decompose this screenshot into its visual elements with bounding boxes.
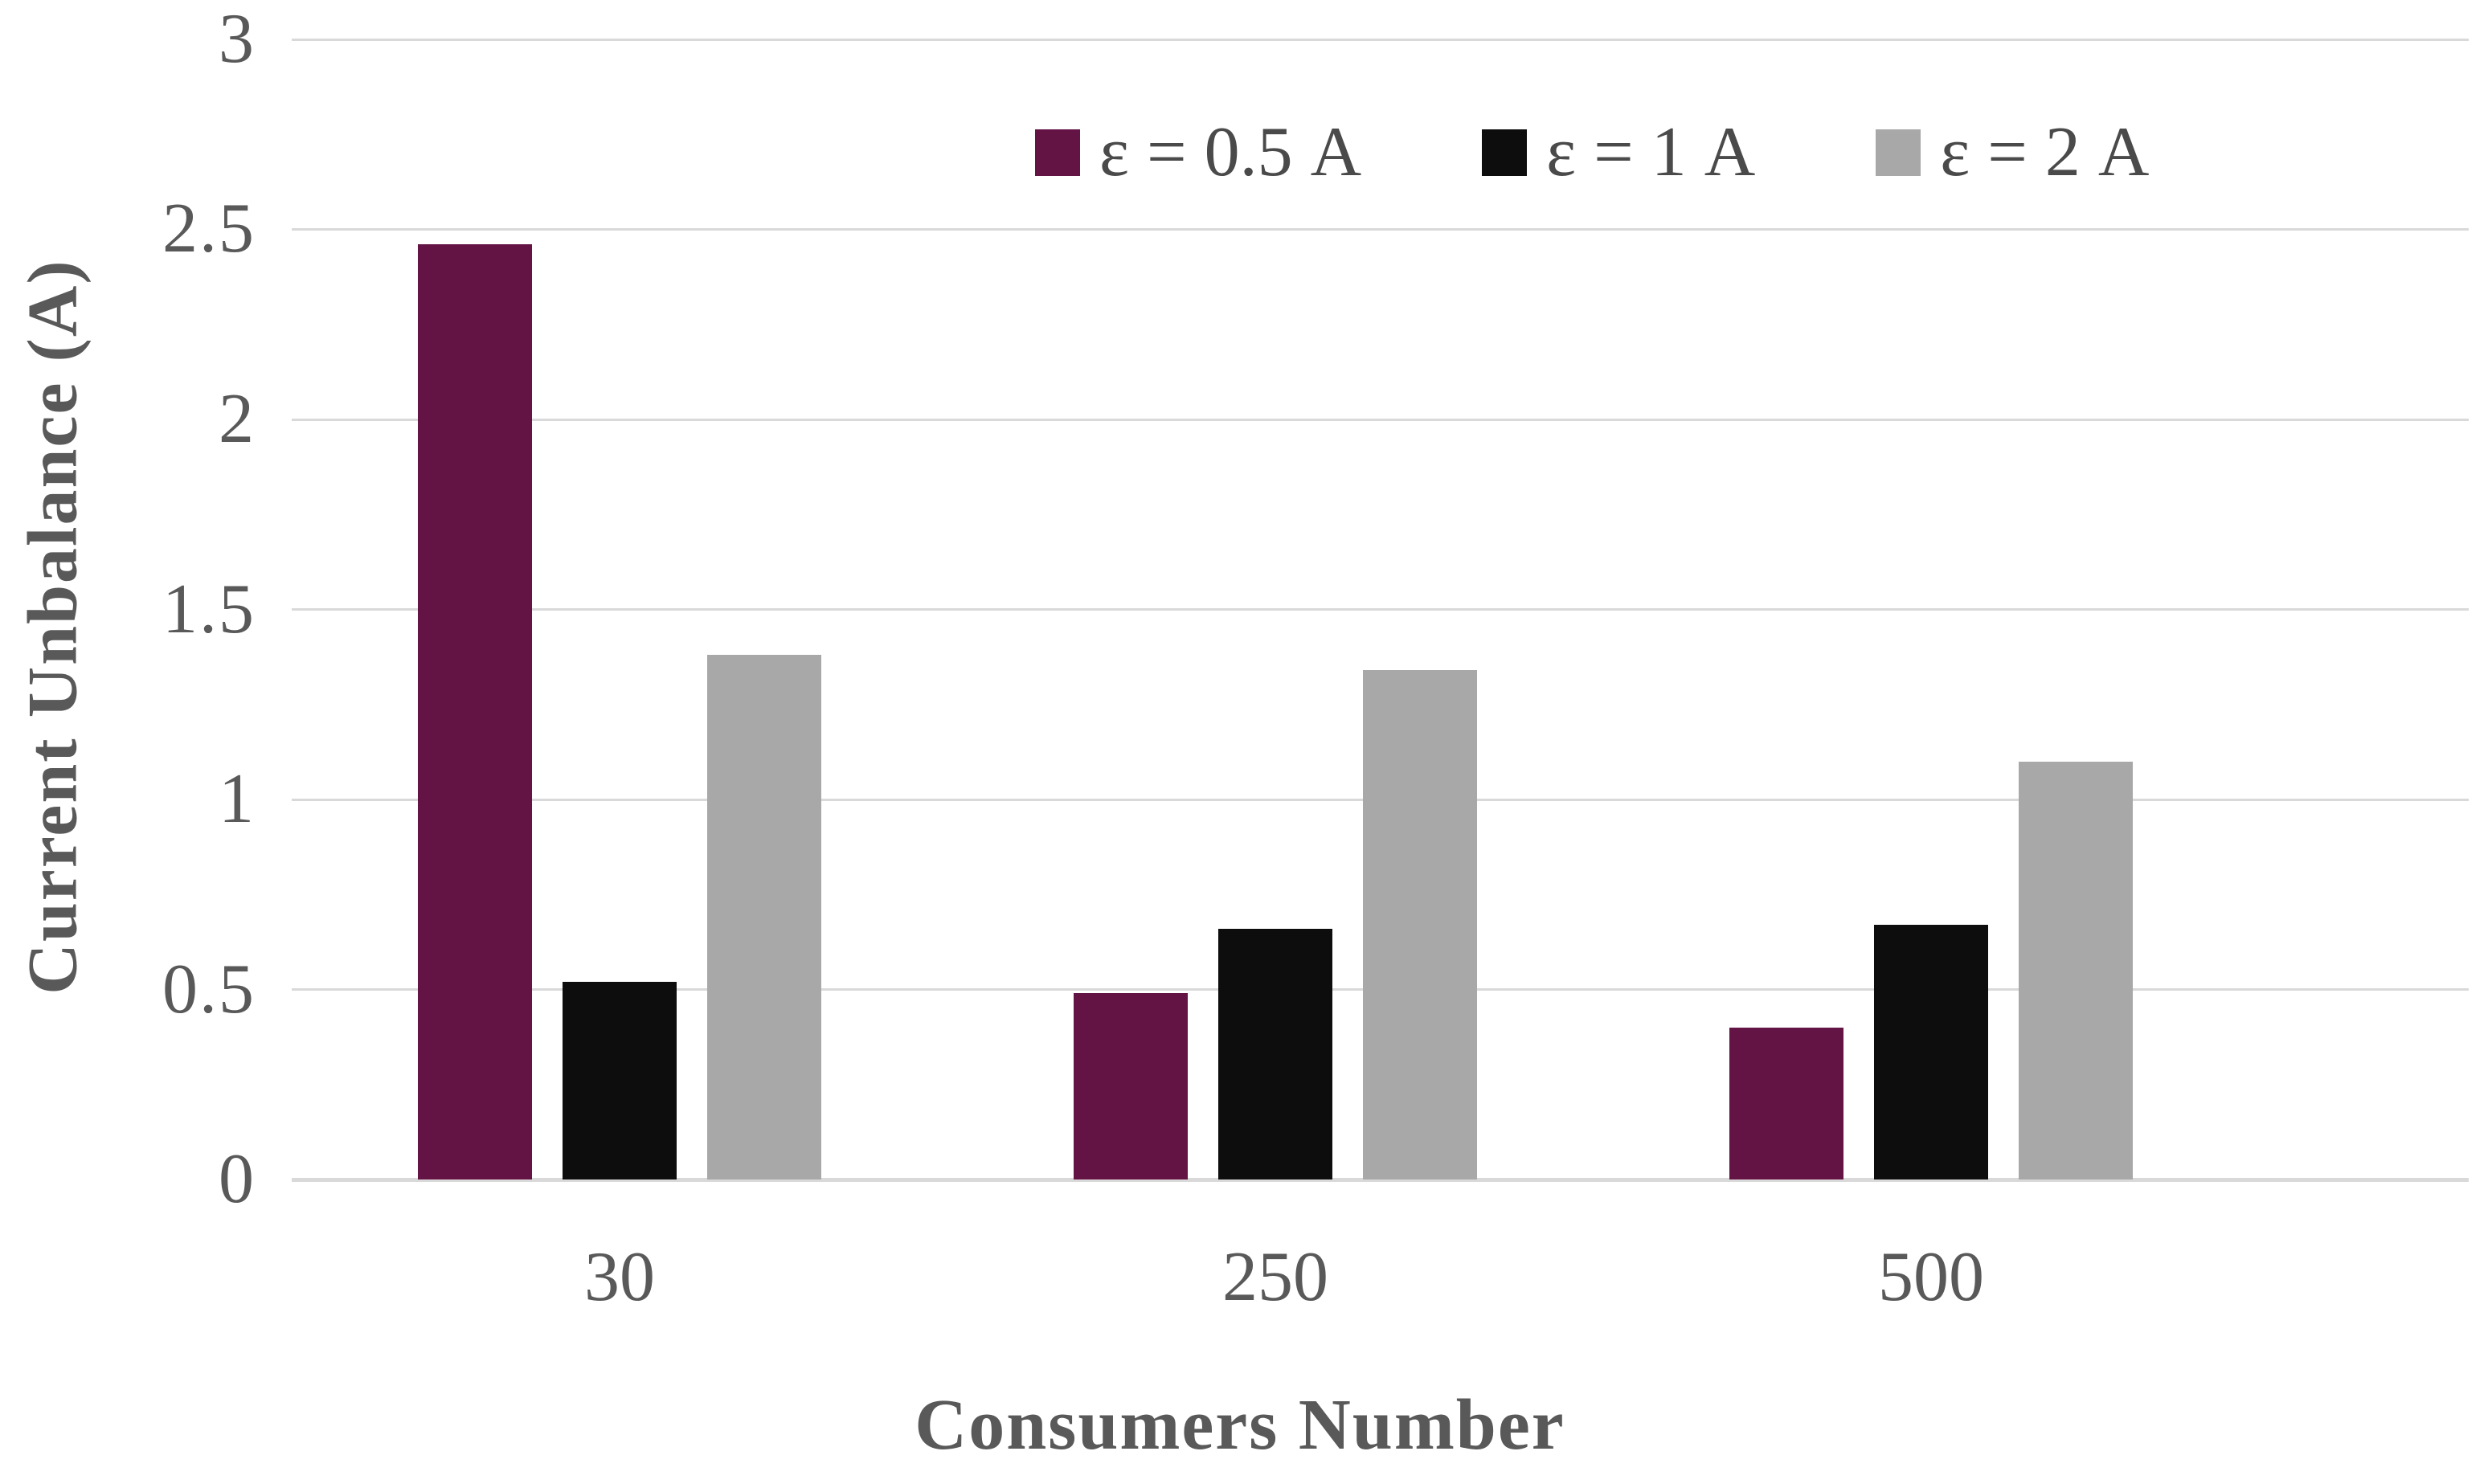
bar-eps-2-cat-250 [1363,670,1477,1179]
legend-label-eps-0-5: ε = 0.5 A [1099,113,1362,191]
gridline-1-5 [292,608,2469,611]
plot-area [292,39,2469,1182]
x-tick-label-250: 250 [1222,1238,1328,1316]
legend-item-eps-2: ε = 2 A [1876,117,2149,188]
gridline-3 [292,39,2469,41]
y-tick-label-2: 2 [219,380,256,458]
bar-eps-1-cat-500 [1874,925,1988,1179]
gridline-2 [292,419,2469,421]
legend: ε = 0.5 A ε = 1 A ε = 2 A [1035,117,2149,188]
x-tick-label-500: 500 [1878,1238,1984,1316]
bar-eps-0-5-cat-250 [1074,993,1188,1179]
legend-item-eps-1: ε = 1 A [1482,117,1755,188]
gridline-2-5 [292,228,2469,231]
legend-label-eps-1: ε = 1 A [1546,113,1756,191]
y-tick-label-0-5: 0.5 [162,950,256,1028]
bar-eps-1-cat-250 [1218,929,1332,1179]
bar-eps-2-cat-500 [2019,762,2133,1179]
bar-eps-2-cat-30 [707,655,821,1179]
y-axis-tick-labels: 0 0.5 1 1.5 2 2.5 3 [0,4,256,1215]
x-axis-title: Consumers Number [915,1385,1565,1465]
y-tick-label-3: 3 [219,0,256,78]
legend-label-eps-2: ε = 2 A [1940,113,2150,191]
y-tick-label-1: 1 [219,760,256,838]
bar-eps-1-cat-30 [563,982,677,1179]
legend-swatch-eps-2 [1876,129,1921,176]
y-tick-label-2-5: 2.5 [162,190,256,268]
legend-swatch-eps-0-5 [1035,129,1080,176]
bar-eps-0-5-cat-500 [1729,1028,1843,1179]
legend-swatch-eps-1 [1482,129,1528,176]
y-tick-label-1-5: 1.5 [162,570,256,648]
y-tick-label-0: 0 [219,1140,256,1218]
bar-eps-0-5-cat-30 [418,244,532,1179]
x-axis-baseline [292,1178,2469,1182]
x-tick-label-30: 30 [584,1238,655,1316]
legend-item-eps-0-5: ε = 0.5 A [1035,117,1361,188]
